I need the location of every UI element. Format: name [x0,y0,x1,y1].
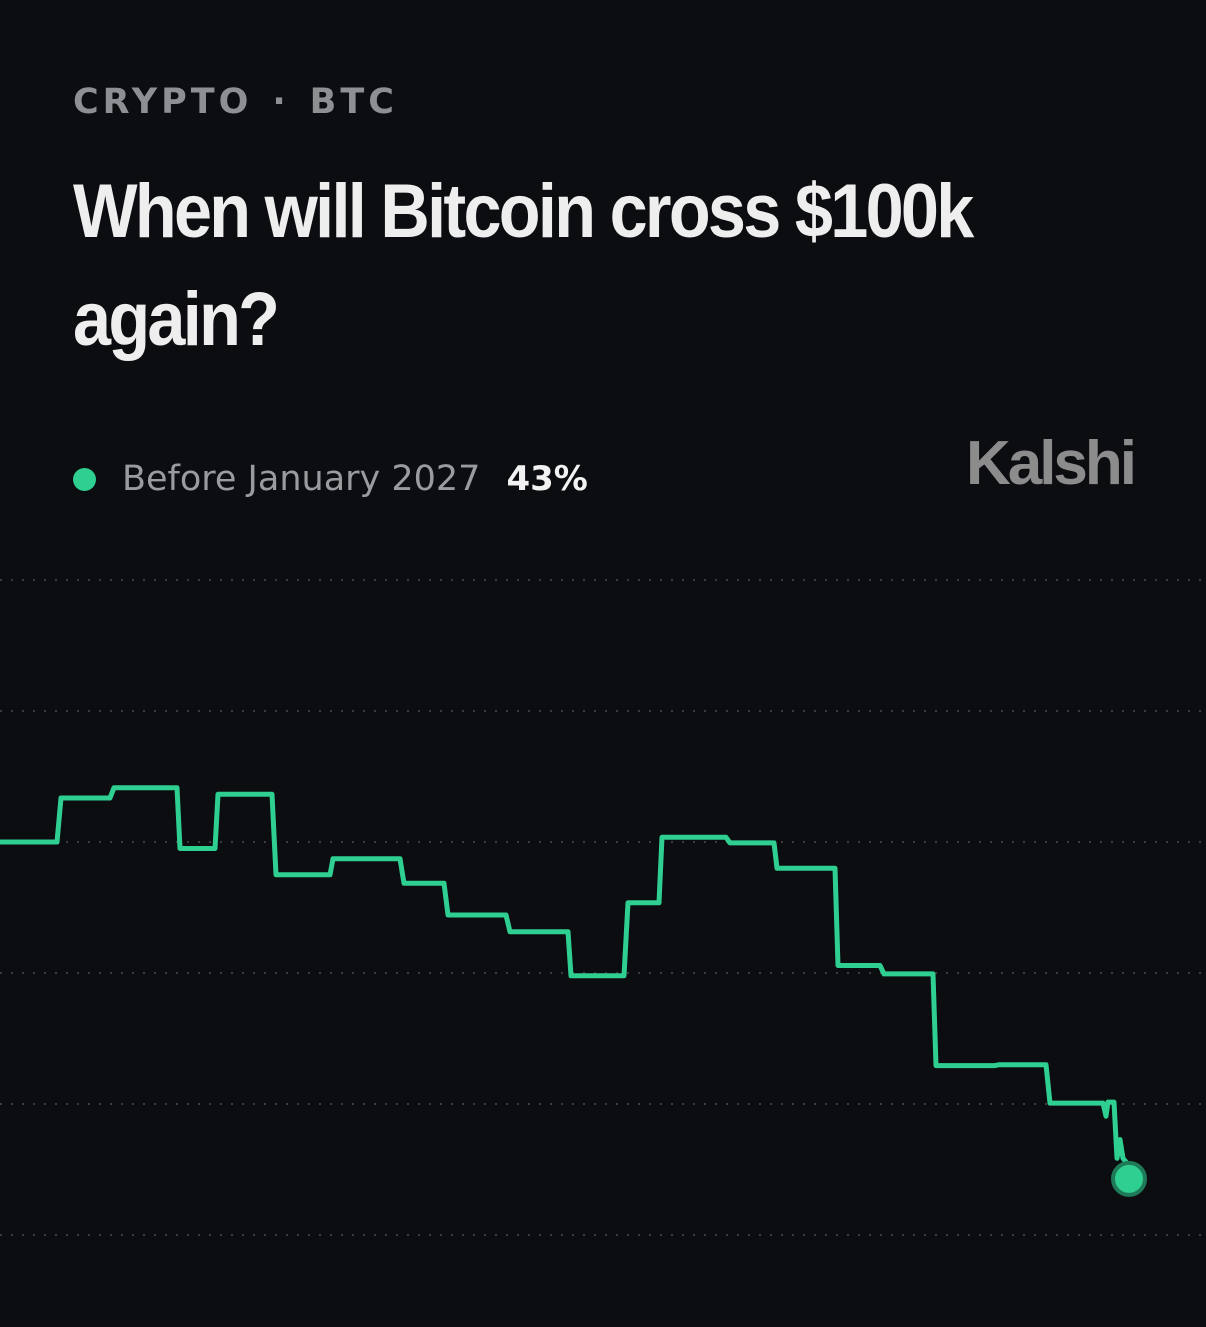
category-label: CRYPTO [73,82,253,122]
kalshi-logo: Kalshi [965,429,1137,498]
category-breadcrumb: CRYPTO · BTC [73,82,398,122]
current-value-point[interactable] [1111,1160,1147,1197]
market-title: When will Bitcoin cross $100k again? [73,169,974,362]
breadcrumb-separator: · [272,82,290,122]
legend-color-dot [73,467,96,491]
legend-label: Before January 2027 [122,459,481,499]
subcategory-label: BTC [309,82,398,122]
chart-legend: Before January 2027 43% [73,454,588,504]
legend-value: 43% [506,459,588,499]
series-line [0,785,1132,1182]
